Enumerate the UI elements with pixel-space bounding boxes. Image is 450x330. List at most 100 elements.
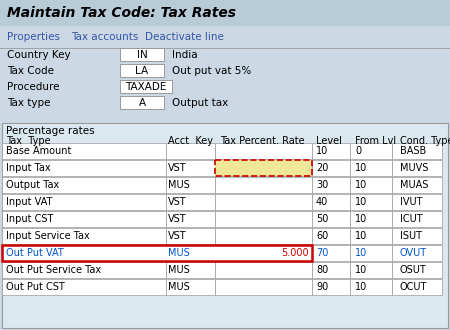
Text: Base Amount: Base Amount xyxy=(6,146,72,156)
Bar xyxy=(215,160,312,176)
Text: 70: 70 xyxy=(316,248,328,258)
Text: MUS: MUS xyxy=(168,265,190,275)
Bar xyxy=(392,143,442,159)
Text: From Lvl: From Lvl xyxy=(355,136,396,146)
Bar xyxy=(350,262,392,278)
Text: Level: Level xyxy=(316,136,342,146)
Bar xyxy=(215,262,312,278)
Bar xyxy=(0,0,450,26)
Text: Percentage rates: Percentage rates xyxy=(6,126,94,136)
Bar xyxy=(392,194,442,210)
Bar xyxy=(312,194,350,210)
Text: Tax Code: Tax Code xyxy=(7,66,54,76)
Bar xyxy=(350,228,392,244)
Text: OSUT: OSUT xyxy=(400,265,427,275)
Bar xyxy=(2,228,166,244)
Text: ISUT: ISUT xyxy=(400,231,422,241)
Bar xyxy=(350,245,392,261)
Bar xyxy=(2,245,166,261)
Text: A: A xyxy=(139,98,145,108)
Bar xyxy=(166,194,215,210)
Bar xyxy=(350,194,392,210)
Text: Acct  Key: Acct Key xyxy=(168,136,213,146)
Bar xyxy=(2,262,166,278)
Bar xyxy=(215,194,312,210)
Text: Maintain Tax Code: Tax Rates: Maintain Tax Code: Tax Rates xyxy=(7,6,236,20)
Bar xyxy=(166,143,215,159)
Bar xyxy=(215,177,312,193)
Bar xyxy=(166,228,215,244)
Bar xyxy=(166,160,215,176)
Bar xyxy=(312,245,350,261)
Text: TAXADE: TAXADE xyxy=(125,82,166,92)
Bar xyxy=(215,160,312,176)
Text: VST: VST xyxy=(168,214,187,224)
Text: Out Put VAT: Out Put VAT xyxy=(6,248,64,258)
Bar xyxy=(120,64,164,77)
Text: IN: IN xyxy=(137,50,148,60)
Text: 10: 10 xyxy=(355,180,367,190)
Text: MUAS: MUAS xyxy=(400,180,428,190)
Bar xyxy=(350,177,392,193)
Text: MUS: MUS xyxy=(168,248,190,258)
Bar xyxy=(392,228,442,244)
Text: Deactivate line: Deactivate line xyxy=(145,32,224,42)
Bar xyxy=(312,262,350,278)
Bar xyxy=(312,228,350,244)
Bar xyxy=(312,160,350,176)
Text: Cond. Type: Cond. Type xyxy=(400,136,450,146)
Text: 10: 10 xyxy=(355,214,367,224)
Text: Input CST: Input CST xyxy=(6,214,54,224)
Text: VST: VST xyxy=(168,163,187,173)
Bar xyxy=(392,177,442,193)
Text: OCUT: OCUT xyxy=(400,282,428,292)
Bar xyxy=(0,26,450,48)
Bar xyxy=(392,279,442,295)
Bar xyxy=(120,48,164,61)
Text: OVUT: OVUT xyxy=(400,248,427,258)
Bar xyxy=(2,279,166,295)
Bar xyxy=(350,160,392,176)
Bar xyxy=(215,279,312,295)
Text: 10: 10 xyxy=(355,231,367,241)
Text: MUVS: MUVS xyxy=(400,163,428,173)
Text: India: India xyxy=(172,50,198,60)
Text: 10: 10 xyxy=(355,248,367,258)
Bar xyxy=(392,160,442,176)
Text: Input Service Tax: Input Service Tax xyxy=(6,231,90,241)
Text: Output Tax: Output Tax xyxy=(6,180,59,190)
Bar xyxy=(215,211,312,227)
Text: MUS: MUS xyxy=(168,180,190,190)
Bar xyxy=(215,228,312,244)
Text: Tax  Type: Tax Type xyxy=(6,136,50,146)
Bar xyxy=(312,279,350,295)
Text: Properties: Properties xyxy=(7,32,60,42)
Bar xyxy=(166,177,215,193)
Text: 10: 10 xyxy=(355,197,367,207)
Text: 30: 30 xyxy=(316,180,328,190)
Text: Tax type: Tax type xyxy=(7,98,50,108)
Text: Out Put Service Tax: Out Put Service Tax xyxy=(6,265,101,275)
Text: VST: VST xyxy=(168,197,187,207)
Text: 0: 0 xyxy=(355,146,361,156)
Bar xyxy=(2,177,166,193)
Bar xyxy=(2,194,166,210)
Bar xyxy=(350,143,392,159)
Bar xyxy=(312,143,350,159)
Text: 80: 80 xyxy=(316,265,328,275)
Text: 10: 10 xyxy=(355,163,367,173)
Bar xyxy=(2,160,166,176)
Text: 40: 40 xyxy=(316,197,328,207)
Bar xyxy=(2,245,312,261)
Text: BASB: BASB xyxy=(400,146,426,156)
Bar xyxy=(166,262,215,278)
Text: Out Put CST: Out Put CST xyxy=(6,282,65,292)
Bar xyxy=(350,279,392,295)
Text: 60: 60 xyxy=(316,231,328,241)
Bar xyxy=(2,123,448,328)
Text: 10: 10 xyxy=(355,282,367,292)
Bar xyxy=(166,245,215,261)
Bar xyxy=(350,211,392,227)
Text: 10: 10 xyxy=(316,146,328,156)
Text: Out put vat 5%: Out put vat 5% xyxy=(172,66,251,76)
